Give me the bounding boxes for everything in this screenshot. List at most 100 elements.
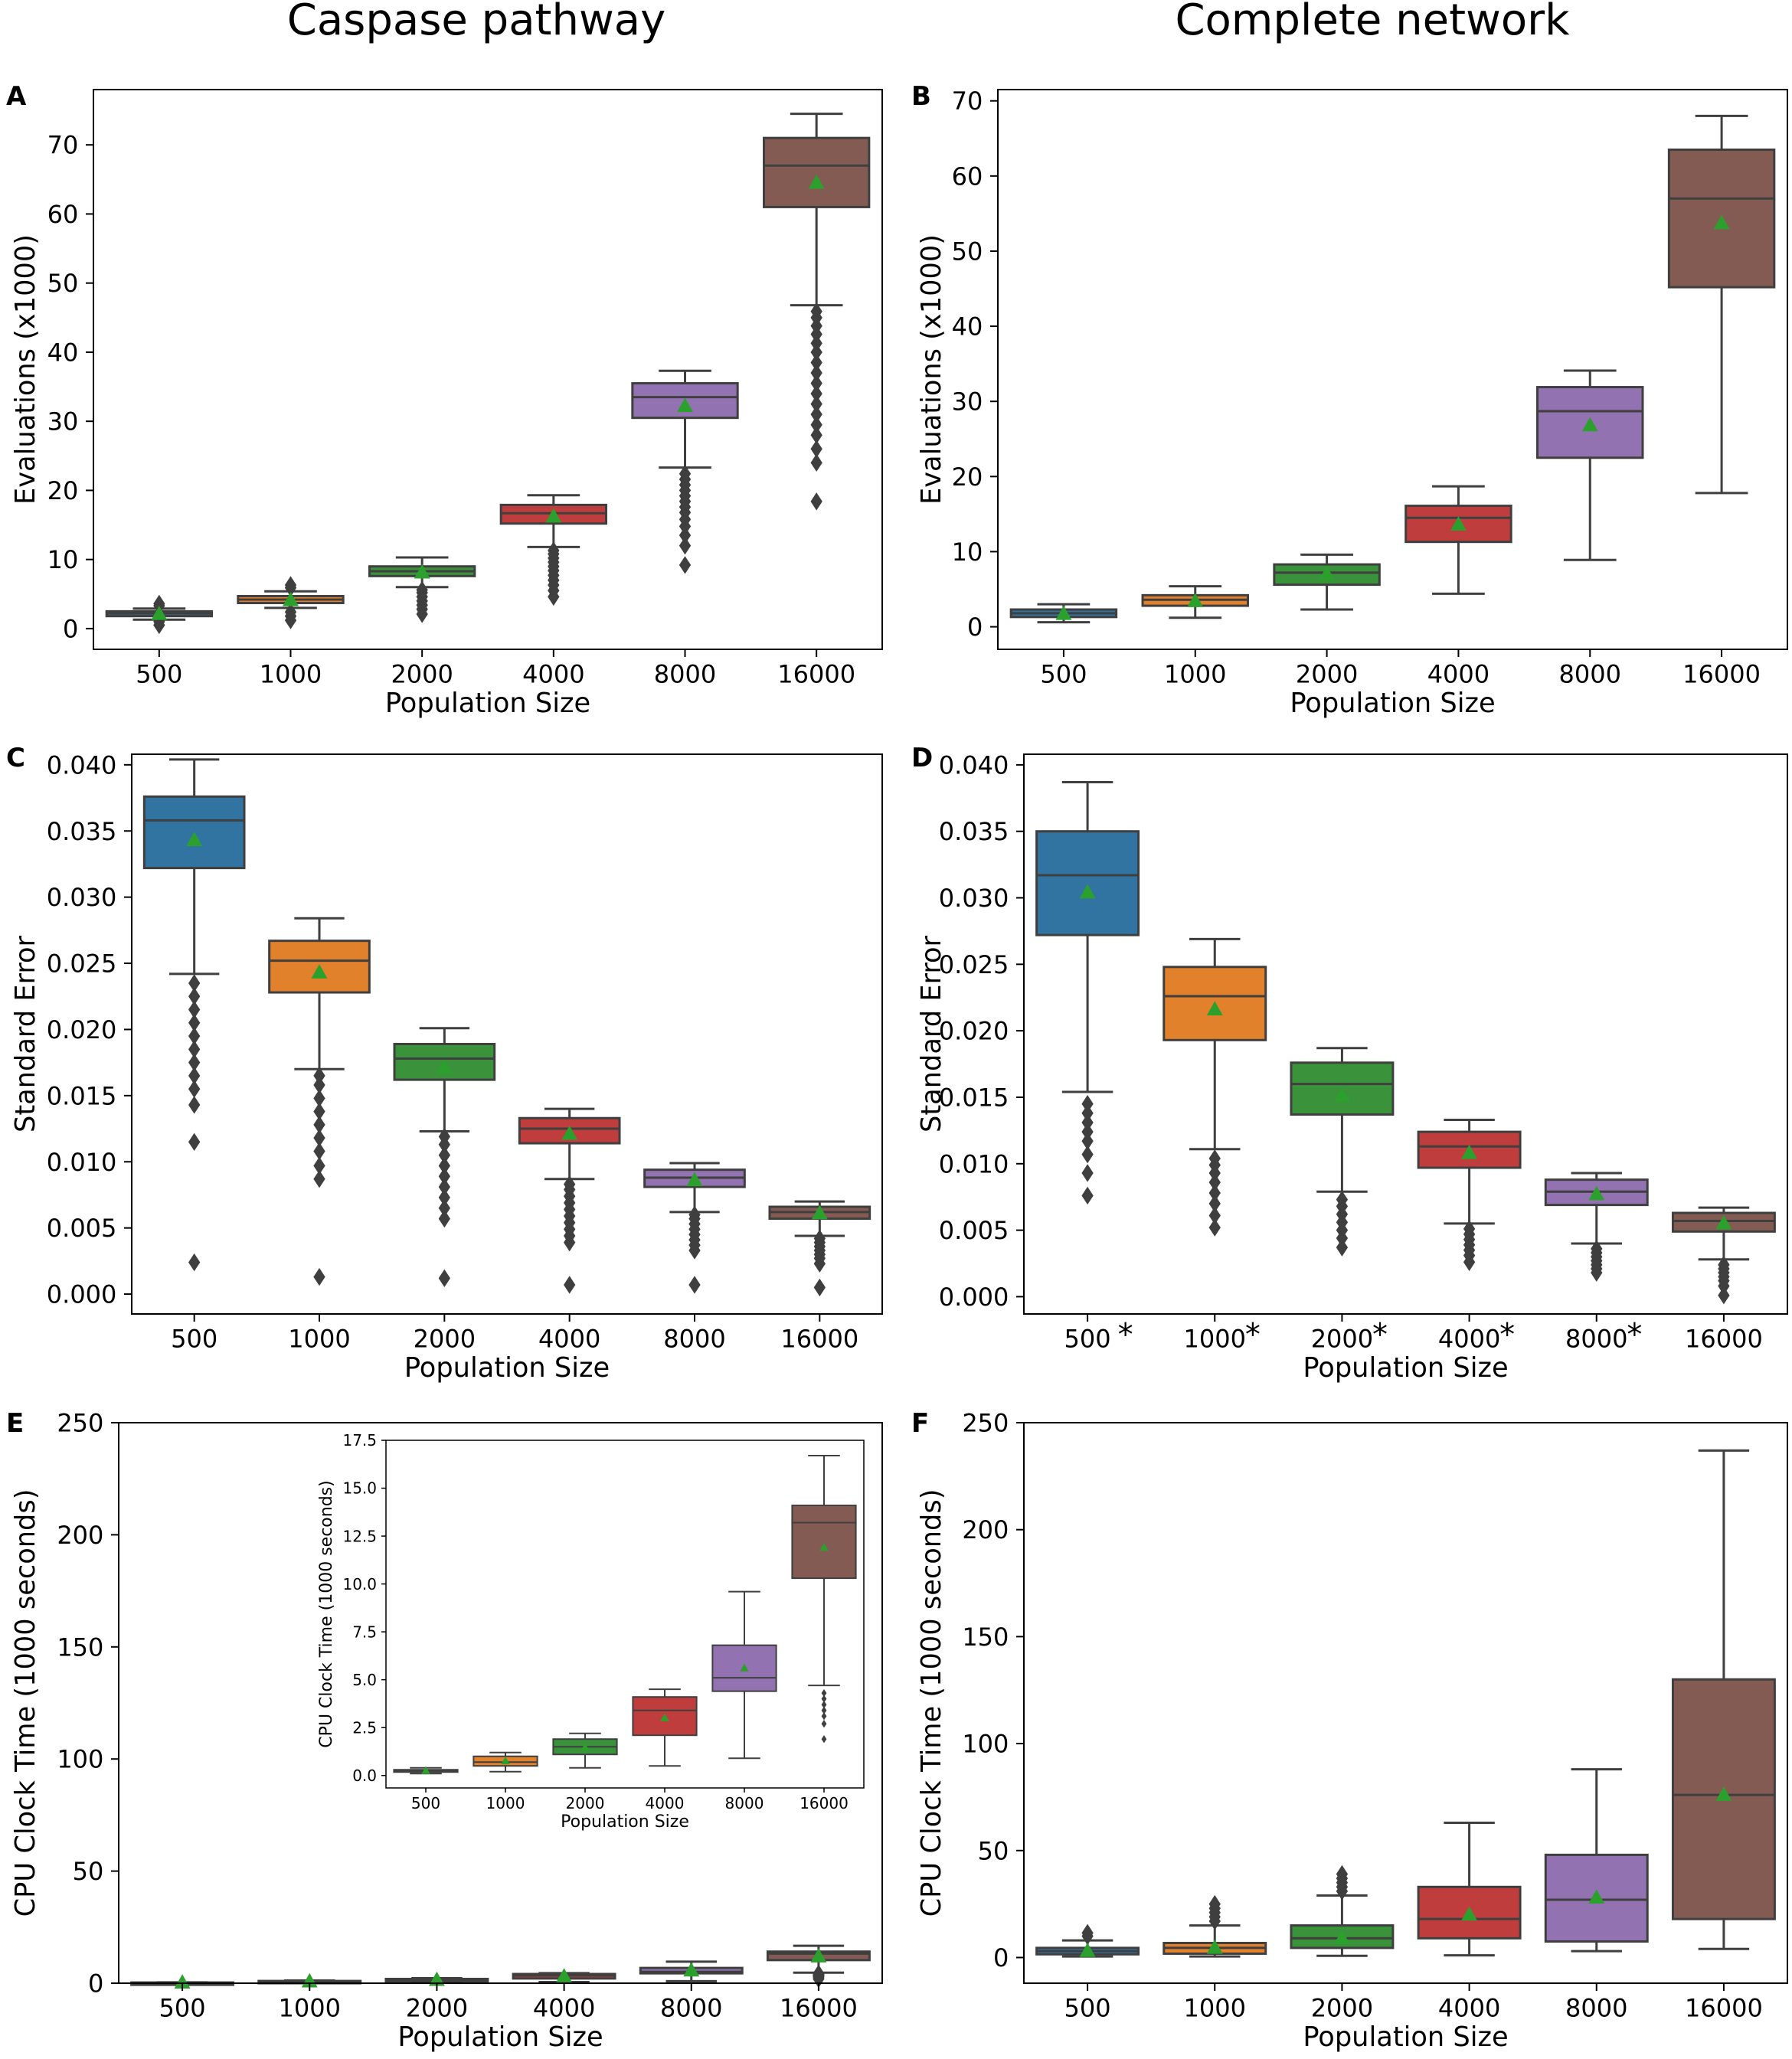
chart-panel-f: 0 50 100 150 200 250 500 1000 2000 4000 8000 16000 P… bbox=[916, 1409, 1788, 2053]
box-1000 bbox=[1163, 1894, 1267, 1958]
mean-marker bbox=[660, 1713, 669, 1721]
outlier-point bbox=[821, 1735, 827, 1744]
x-tick-label: 500 bbox=[411, 1794, 440, 1812]
outlier-point bbox=[188, 1080, 201, 1098]
outlier-point bbox=[313, 1170, 325, 1188]
x-axis-label: Population Size bbox=[1290, 688, 1495, 719]
outlier-point bbox=[688, 1276, 701, 1294]
y-tick-label: 150 bbox=[962, 1623, 1009, 1652]
x-axis-label: Population Size bbox=[561, 1812, 689, 1832]
plot-frame bbox=[118, 1422, 883, 1984]
x-tick-label: 16000 bbox=[800, 1794, 849, 1812]
outlier-point bbox=[821, 1700, 827, 1709]
mean-marker bbox=[811, 1204, 828, 1220]
x-axis-label: Population Size bbox=[397, 2021, 603, 2053]
outlier-point bbox=[1208, 1184, 1221, 1202]
mean-marker bbox=[283, 591, 299, 606]
mean-marker bbox=[421, 1766, 430, 1774]
x-tick-label: 1000 bbox=[1184, 1325, 1246, 1354]
y-tick-label: 40 bbox=[952, 312, 983, 342]
box-500 bbox=[1009, 603, 1118, 624]
y-tick-label: 15.0 bbox=[342, 1479, 377, 1498]
mean-marker bbox=[1715, 1786, 1732, 1801]
plot-frame bbox=[1023, 1422, 1788, 1984]
y-tick-label: 30 bbox=[952, 387, 983, 417]
box-2000 bbox=[1290, 1047, 1395, 1257]
outlier-point bbox=[1081, 1123, 1094, 1141]
x-tick-label: 2000 bbox=[391, 660, 453, 689]
y-tick-label: 0 bbox=[88, 1969, 103, 1999]
y-tick-label: 100 bbox=[962, 1730, 1009, 1759]
box-8000 bbox=[639, 1960, 744, 1982]
box-16000 bbox=[1671, 1206, 1776, 1305]
x-tick-label: 2000 bbox=[1311, 1994, 1373, 2023]
y-tick-label: 0.005 bbox=[47, 1214, 117, 1243]
outlier-point bbox=[679, 526, 692, 544]
x-tick-label: 2000 bbox=[1311, 1325, 1373, 1354]
x-tick-label: 8000 bbox=[1565, 1325, 1627, 1354]
x-tick-label: 2000 bbox=[414, 1325, 476, 1354]
plot-frame bbox=[1023, 753, 1788, 1315]
x-tick-label: 16000 bbox=[1682, 660, 1761, 689]
y-tick-label: 2.5 bbox=[352, 1718, 377, 1737]
box-1000 bbox=[1163, 937, 1267, 1237]
box-4000 bbox=[632, 1688, 698, 1767]
outlier-point bbox=[416, 580, 428, 600]
box-2000 bbox=[1273, 553, 1381, 611]
y-tick-label: 30 bbox=[47, 407, 79, 436]
x-tick-label: 500 bbox=[159, 1994, 206, 2023]
chart-panel-a: 0 10 20 30 40 50 60 70 500 1000 2000 4000 8000 16000 P… bbox=[10, 89, 883, 719]
mean-marker bbox=[174, 1974, 191, 1989]
y-tick-label: 10 bbox=[952, 538, 983, 567]
x-tick-label: 1000 bbox=[288, 1325, 350, 1354]
x-axis-label: Population Size bbox=[1303, 2021, 1508, 2053]
y-tick-label: 250 bbox=[57, 1409, 103, 1438]
outlier-point bbox=[438, 1199, 450, 1217]
mean-marker bbox=[414, 564, 430, 579]
box-16000 bbox=[1667, 114, 1776, 495]
box-iqr bbox=[763, 136, 871, 208]
x-tick-label: 1000 bbox=[1164, 660, 1226, 689]
y-tick-label: 250 bbox=[962, 1409, 1009, 1438]
outlier-point bbox=[1208, 1149, 1221, 1168]
outlier-point bbox=[1463, 1220, 1476, 1238]
outlier-point bbox=[188, 1253, 201, 1272]
x-tick-label: 4000 bbox=[538, 1325, 600, 1354]
box-4000 bbox=[1417, 1821, 1522, 1957]
x-tick-label: 500 bbox=[1064, 1994, 1111, 2023]
mean-marker bbox=[1319, 565, 1336, 580]
box-1000 bbox=[237, 576, 345, 629]
panel-label-e: E bbox=[6, 1408, 24, 1439]
plot-frame bbox=[93, 89, 883, 650]
box-500 bbox=[1035, 1923, 1140, 1958]
outlier-point bbox=[1081, 1164, 1094, 1182]
panel-label-b: B bbox=[911, 81, 931, 112]
outlier-point bbox=[188, 974, 201, 992]
mean-marker bbox=[1588, 1889, 1605, 1904]
x-tick-label: 16000 bbox=[777, 660, 855, 689]
mean-marker bbox=[556, 1968, 573, 1982]
outlier-point bbox=[1208, 1195, 1221, 1213]
mean-marker bbox=[1206, 1001, 1223, 1016]
outlier-point bbox=[438, 1178, 450, 1196]
y-axis-label: Standard Error bbox=[916, 935, 947, 1132]
x-tick-label: 8000 bbox=[1565, 1994, 1627, 2023]
chart-panel-e: 0 50 100 150 200 250 500 1000 2000 4000 8000 16000 P… bbox=[10, 1409, 883, 2053]
x-tick-label: 2000 bbox=[566, 1794, 605, 1812]
outlier-point bbox=[1081, 1104, 1094, 1123]
outlier-point bbox=[810, 364, 822, 382]
box-1000 bbox=[268, 917, 371, 1286]
outlier-point bbox=[679, 536, 692, 555]
outlier-point bbox=[313, 1089, 325, 1108]
outlier-point bbox=[810, 405, 822, 423]
x-tick-label: 1000 bbox=[1184, 1994, 1246, 2023]
y-tick-label: 0.010 bbox=[939, 1149, 1009, 1178]
mean-marker bbox=[686, 1172, 703, 1187]
panel-label-d: D bbox=[911, 743, 933, 773]
box-16000 bbox=[768, 1200, 871, 1297]
column-title-complete: Complete network bbox=[1175, 0, 1570, 45]
x-tick-label: 2000 bbox=[1296, 660, 1358, 689]
mean-marker bbox=[1079, 1943, 1096, 1957]
x-axis-label: Population Size bbox=[404, 1352, 610, 1384]
